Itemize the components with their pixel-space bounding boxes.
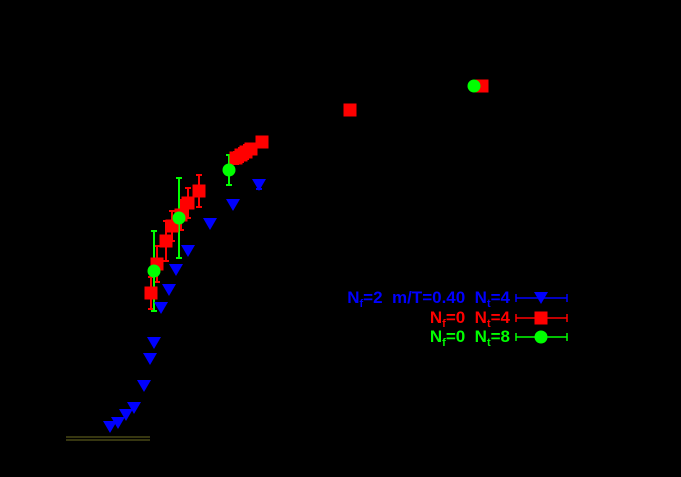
triangle-marker [127,402,141,414]
square-marker [159,234,173,248]
triangle-marker [162,284,176,296]
triangle-marker [111,417,125,429]
square-marker [192,184,206,198]
square-marker [255,135,269,149]
legend-text: =4 [490,308,510,327]
triangle-marker [119,409,133,421]
legend-sub: t [486,298,491,310]
square-marker [244,142,258,156]
triangle-marker [203,218,217,230]
square-marker [181,196,195,210]
triangle-marker [226,199,240,211]
legend-entry-nf0-nt4: Nf=0 Nt=4 [320,308,510,330]
legend-text: =0 N [445,308,487,327]
circle-marker [147,264,161,278]
legend-text: N [347,288,360,307]
triangle-marker [169,264,183,276]
legend-entry-nf2: Nf=2 m/T=0.40 Nt=4 [320,288,510,310]
circle-marker [534,330,548,344]
square-marker [343,103,357,117]
triangle-marker [154,302,168,314]
legend-text: =8 [490,327,510,346]
legend-sub: f [442,318,446,330]
triangle-marker [147,337,161,349]
square-marker [144,286,158,300]
legend-text: N [429,327,443,346]
triangle-marker [181,245,195,257]
legend-sub: f [359,298,364,310]
triangle-marker [252,179,266,191]
legend-sub: t [486,318,491,330]
triangle-marker [534,292,548,304]
legend-entry-nf0-nt8: Nf=0 Nt=8 [320,327,510,349]
square-marker [534,311,548,325]
legend-text: =0 N [445,327,487,346]
triangle-marker [143,353,157,365]
circle-marker [222,163,236,177]
legend-sub: f [442,337,446,349]
triangle-marker [103,421,117,433]
circle-marker [467,79,481,93]
legend-sub: t [486,337,491,349]
legend-text: =2 m/T=0.40 N [363,288,487,307]
circle-marker [172,211,186,225]
legend-text: N [429,308,443,327]
legend-text: =4 [490,288,510,307]
triangle-marker [137,380,151,392]
